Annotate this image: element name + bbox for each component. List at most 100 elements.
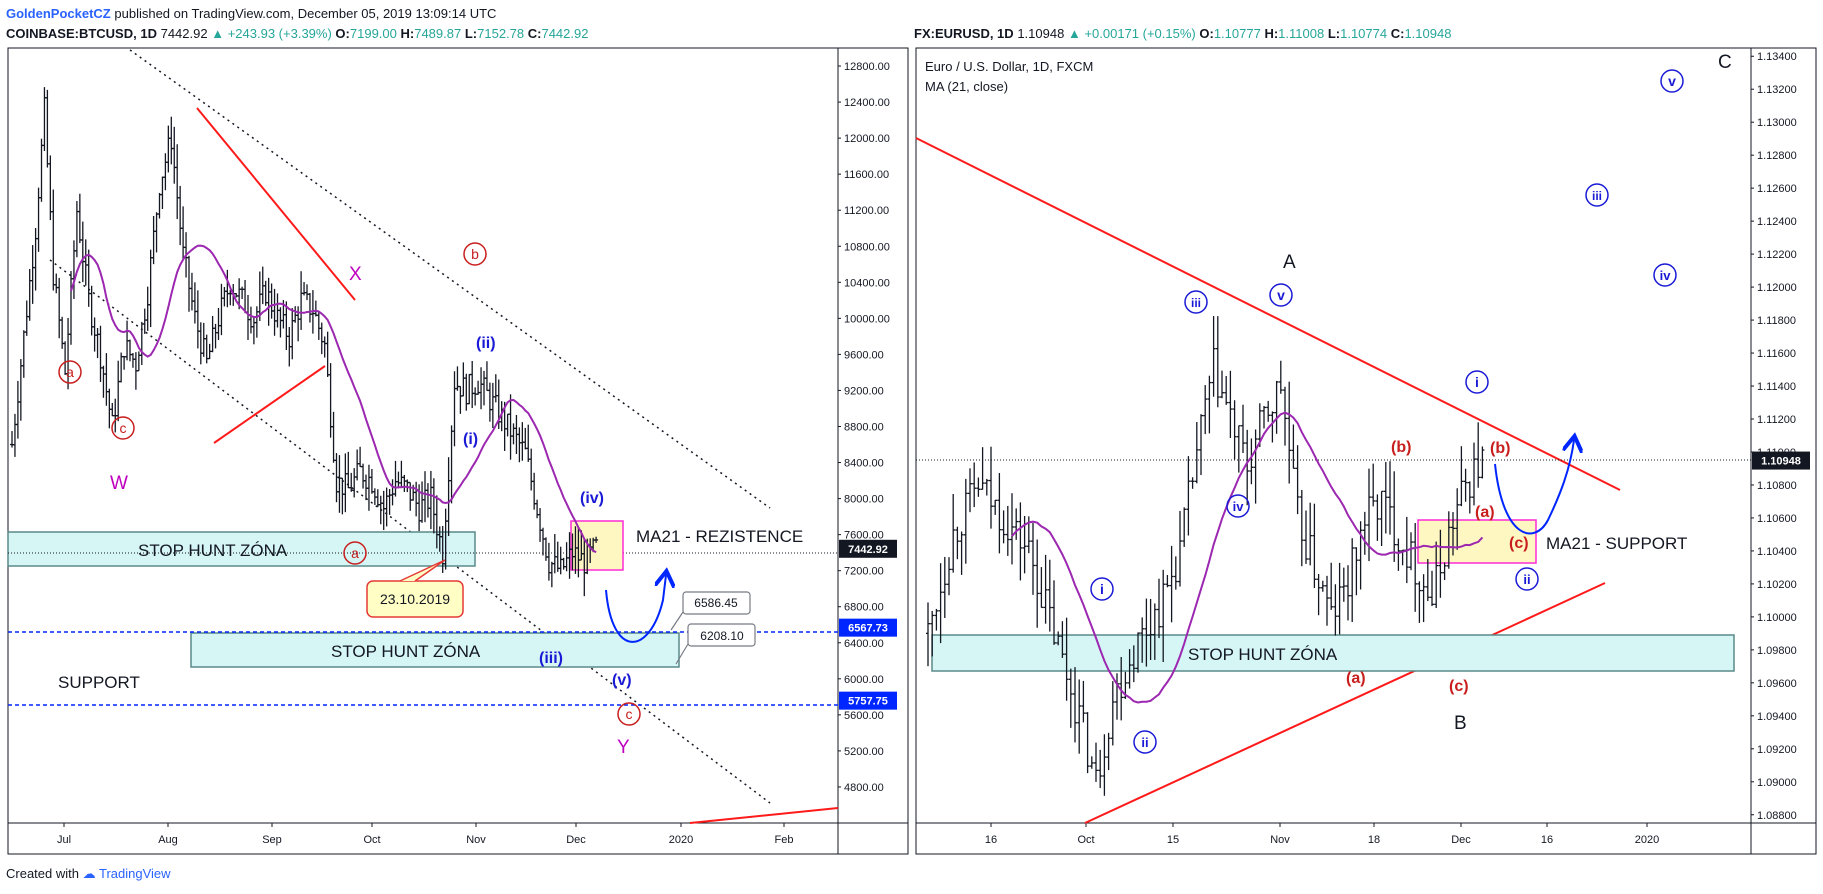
eur-ma21-support-label: MA21 - SUPPORT [1546,534,1687,553]
channel-upper-line [129,49,771,509]
x-tick-label: Sep [262,834,282,846]
x-tick-label: Dec [1451,834,1471,846]
eur-stop-hunt-zone [931,634,1735,672]
wave-v-label: (v) [612,672,632,689]
price-tag-label: 6567.73 [848,623,888,635]
btc-symbol[interactable]: COINBASE:BTCUSD, 1D [6,26,157,41]
x-tick-label: Oct [1077,834,1094,846]
y-tick-label: 1.09800 [1757,645,1797,657]
wave-A-label: A [1283,252,1296,273]
circled-iv2-label: iv [1653,263,1677,287]
svg-text:6586.45: 6586.45 [694,596,738,610]
x-tick-label: Feb [775,834,794,846]
y-tick-label: 1.13200 [1757,84,1797,96]
date-callout: 23.10.2019 [366,559,464,618]
price-tag-box [1752,451,1810,470]
btc-change: +243.93 (+3.39%) [227,26,332,41]
eur-projection-arrow [1494,440,1574,535]
projection-arrow [605,575,666,643]
y-tick-label: 10800.00 [844,241,890,253]
price-tag-box [839,539,897,558]
y-tick-label: 8000.00 [844,494,884,506]
stop-hunt-label-top: STOP HUNT ZÓNA [138,541,288,560]
wave-iv-label: (iv) [580,490,604,507]
x-tick-label: 16 [1541,834,1553,846]
wave-w-label: W [110,473,128,494]
svg-text:iv: iv [1233,499,1245,514]
y-tick-label: 1.11400 [1757,381,1796,393]
x-tick-label: 2020 [1635,834,1659,846]
eur-low: 1.10774 [1340,26,1388,41]
circled-a-label: a [58,360,82,384]
svg-text:b: b [471,246,479,262]
publish-header: GoldenPocketCZ published on TradingView.… [6,6,496,21]
svg-text:i: i [1100,581,1104,597]
footer: Created with ☁ TradingView [6,866,171,882]
y-tick-label: 6000.00 [844,674,884,686]
x-tick-label: Dec [566,834,586,846]
y-tick-label: 1.13000 [1757,117,1797,129]
eur-plot-frame [915,47,1817,855]
wave-ii-label: (ii) [476,335,496,352]
y-tick-label: 1.09400 [1757,711,1797,723]
eur-open: 1.10777 [1213,26,1261,41]
eur-upper-trendline [915,137,1621,491]
svg-text:a: a [66,364,74,380]
circled-a-label-2: a [343,541,367,565]
tradingview-logo-icon: ☁ [82,866,96,881]
x-tick-label: Aug [158,834,178,846]
eur-symbol[interactable]: FX:EURUSD, 1D [914,26,1014,41]
up-triangle-icon: ▲ [1067,26,1081,41]
wave-a-red-label: (a) [1346,670,1366,687]
y-tick-label: 10400.00 [844,277,890,289]
price-callout-6586: 6586.45 [670,591,751,631]
y-tick-label: 1.09000 [1757,777,1797,789]
eur-title: Euro / U.S. Dollar, 1D, FXCM [925,59,1093,74]
wave-c-red-label: (c) [1449,678,1469,695]
wave-i-label: (i) [463,431,478,448]
y-tick-label: 1.12400 [1757,216,1797,228]
svg-text:v: v [1277,287,1285,303]
x-tick-label: Nov [466,834,486,846]
wave-C-label: C [1718,52,1732,73]
circled-v-label: v [1269,283,1293,307]
x-tick-label: 18 [1368,834,1380,846]
btc-symbol-bar: COINBASE:BTCUSD, 1D 7442.92 ▲ +243.93 (+… [6,26,589,41]
footer-brand[interactable]: TradingView [99,866,171,881]
svg-text:i: i [1475,374,1479,390]
svg-text:iii: iii [1592,189,1602,203]
y-tick-label: 1.10000 [1757,612,1797,624]
wave-a2-red-label: (a) [1475,504,1495,521]
y-tick-label: 10000.00 [844,313,890,325]
svg-text:ii: ii [1141,735,1148,750]
x-tick-label: Oct [363,834,380,846]
price-tag-box [839,618,897,637]
svg-text:6208.10: 6208.10 [700,629,744,643]
wave-B-label: B [1454,713,1467,734]
author-name[interactable]: GoldenPocketCZ [6,6,111,21]
y-tick-label: 1.09600 [1757,678,1797,690]
y-tick-label: 1.13400 [1757,51,1797,63]
y-tick-label: 1.12800 [1757,150,1797,162]
stop-hunt-zone-bottom [190,632,680,668]
eur-drawings [915,137,1751,824]
y-tick-label: 9200.00 [844,385,884,397]
circled-v2-label: v [1660,69,1684,93]
price-tag-label: 5757.75 [848,696,888,708]
y-tick-label: 1.10200 [1757,579,1797,591]
y-tick-label: 5200.00 [844,746,884,758]
wave-y-label: Y [617,737,630,758]
wave-iii-label: (iii) [539,650,563,667]
x-tick-label: Jul [57,834,71,846]
y-tick-label: 12000.00 [844,133,890,145]
y-tick-label: 1.12000 [1757,282,1797,294]
red-trendline-2 [213,365,326,444]
svg-text:23.10.2019: 23.10.2019 [380,591,450,607]
price-tag-box [839,691,897,710]
y-tick-label: 8800.00 [844,421,884,433]
btc-ma21-line [70,244,597,554]
circled-ii-label: ii [1133,730,1157,754]
circled-ii2-label: ii [1515,567,1539,591]
circled-i-label: i [1090,577,1114,601]
